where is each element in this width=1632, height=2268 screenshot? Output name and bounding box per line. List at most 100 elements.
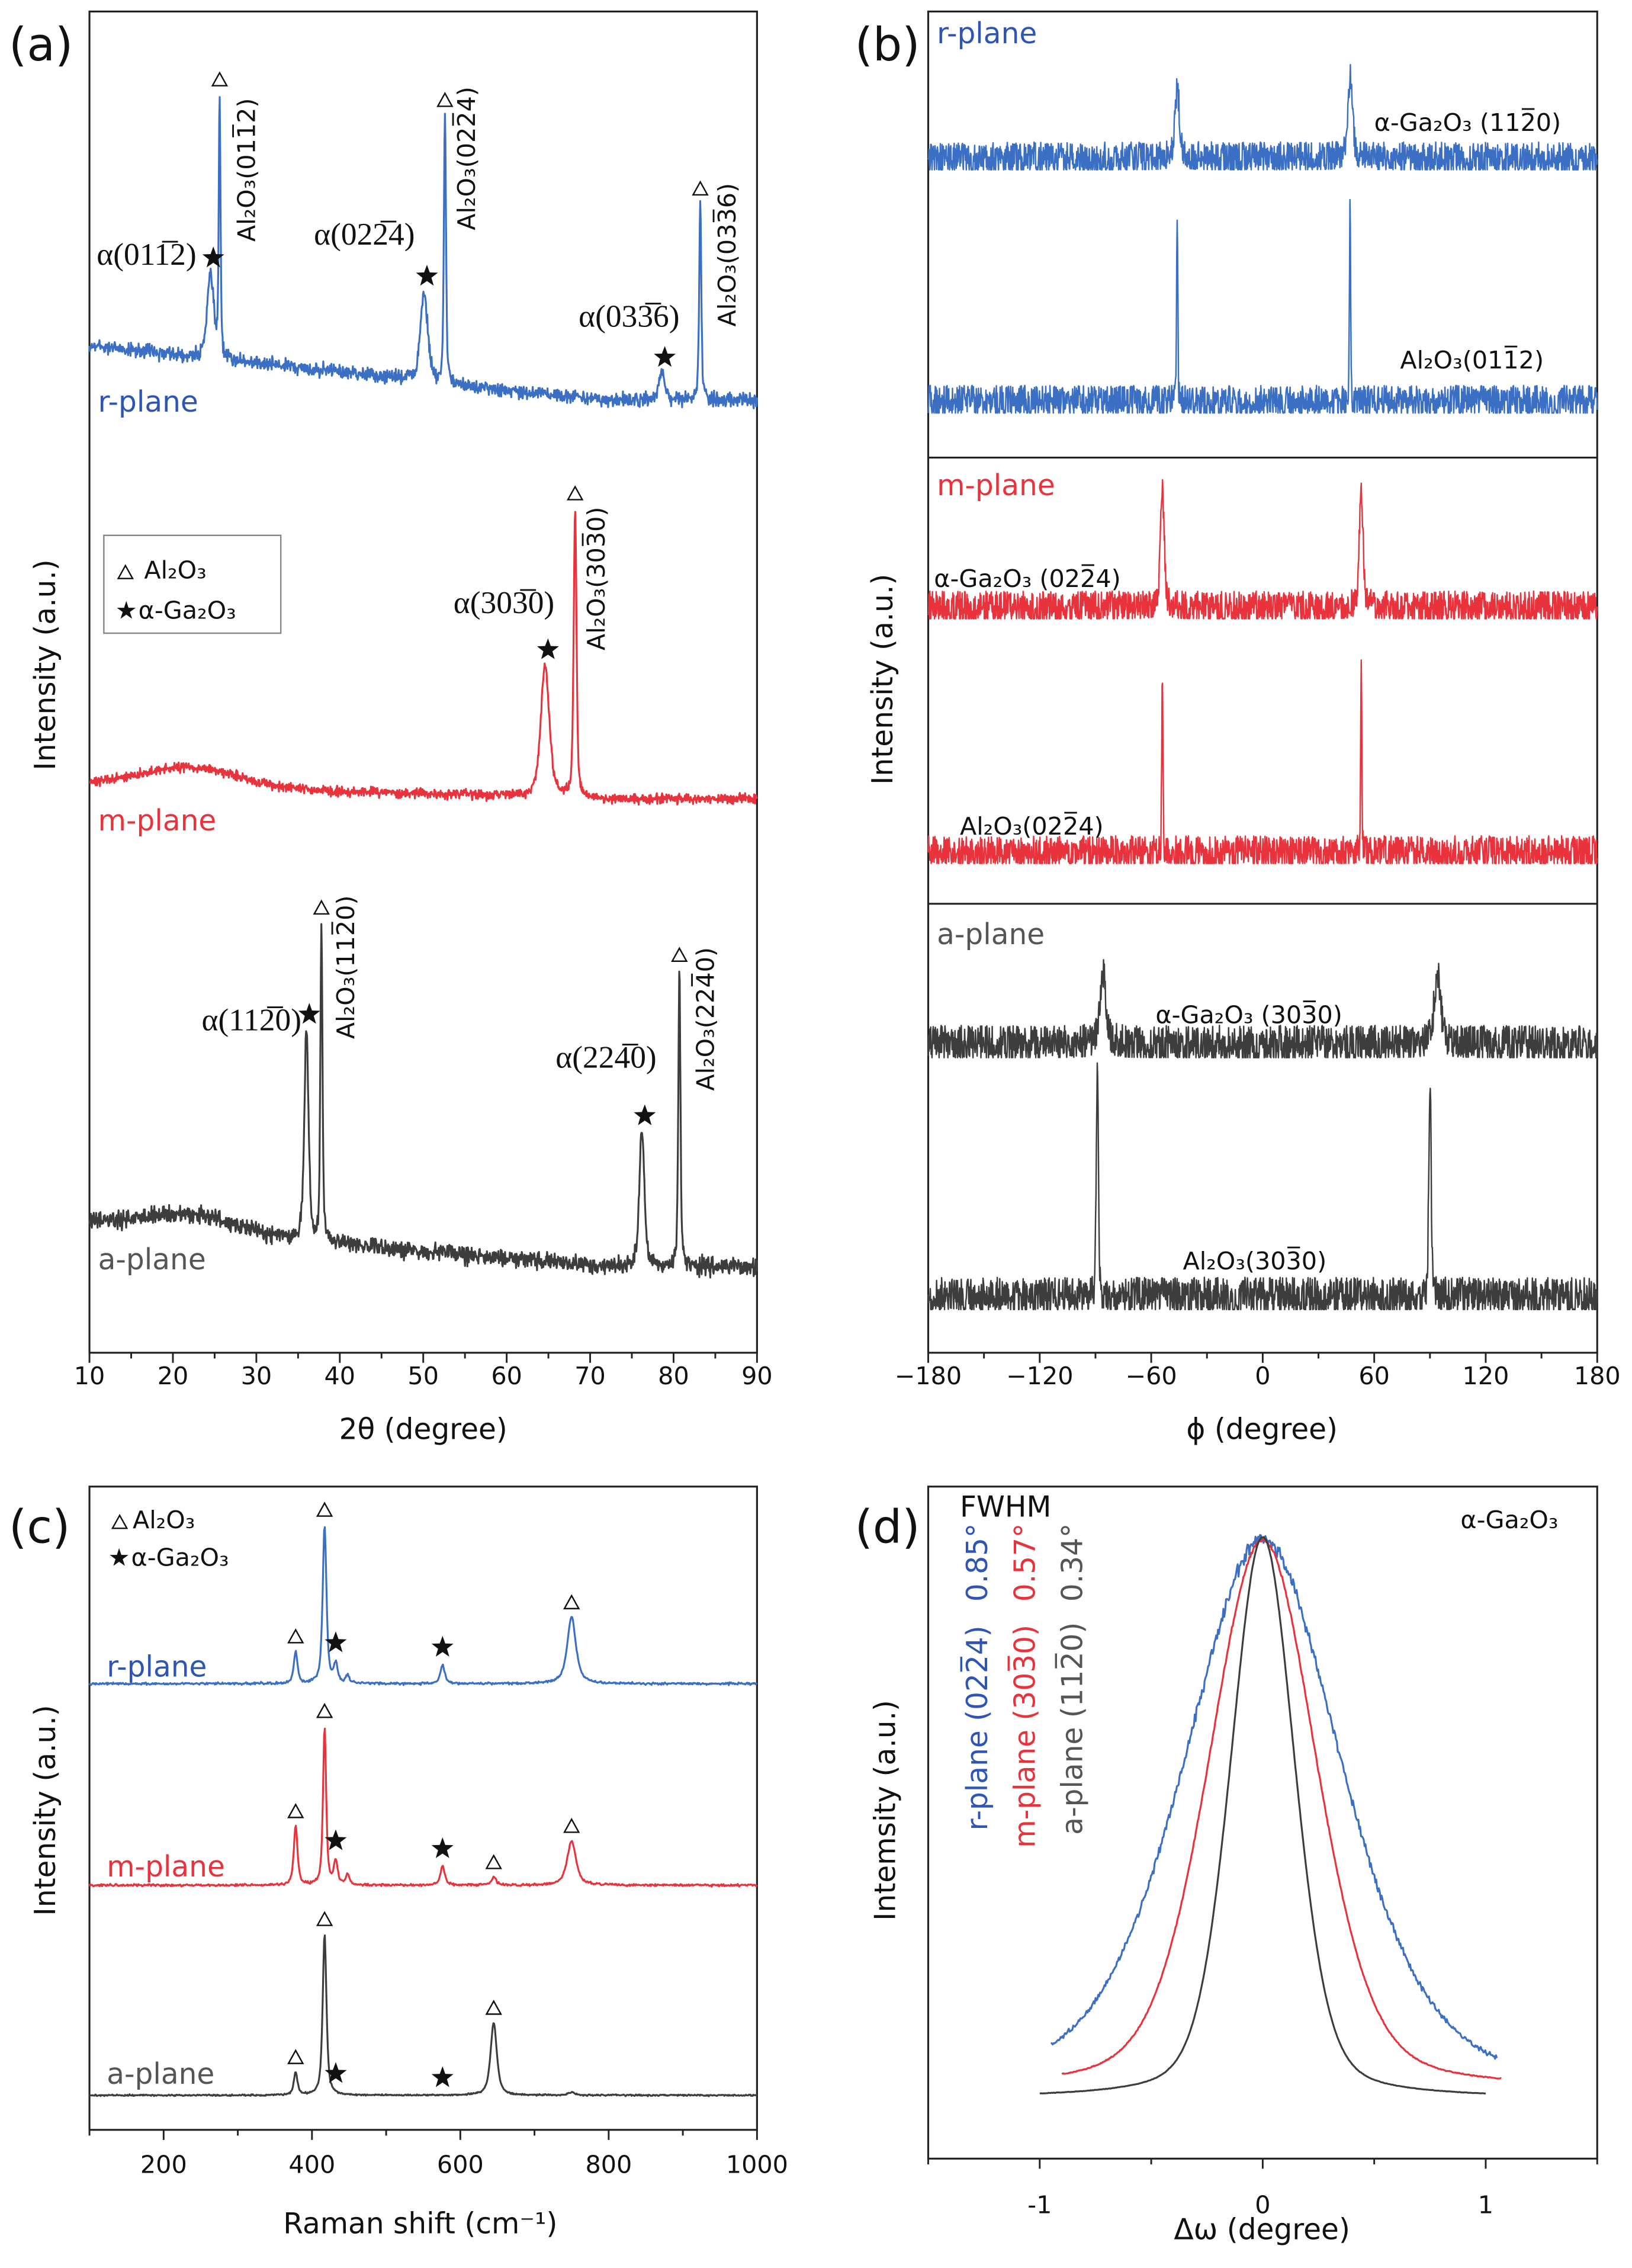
series-label-m-plane: m-plane xyxy=(98,804,217,838)
ga2o3-marker xyxy=(202,246,224,268)
legend-item-ga2o3: α-Ga₂O₃ xyxy=(131,1543,229,1571)
annotation: Al₂O₃(303̅0) xyxy=(1183,1246,1327,1275)
x-tick-label: 80 xyxy=(658,1362,689,1390)
series-label-a-plane: a-plane (112̅0) xyxy=(1055,1622,1090,1835)
x-tick-label: 180 xyxy=(1574,1362,1621,1390)
x-tick-label: −180 xyxy=(895,1362,962,1390)
x-tick-label: -1 xyxy=(1027,2191,1052,2219)
series-line xyxy=(89,511,758,806)
legend-item-al2o3: Al₂O₃ xyxy=(133,1506,195,1534)
series-line xyxy=(88,96,758,409)
annotation: Al₂O₃(303̅0) xyxy=(582,506,611,650)
y-axis-label: Intensity (a.u.) xyxy=(866,574,899,785)
series-label-r-plane: r-plane xyxy=(98,386,198,419)
al2o3-marker xyxy=(692,180,709,196)
x-tick-label: 800 xyxy=(585,2151,632,2179)
star-icon: ★ xyxy=(108,1543,130,1571)
ga2o3-marker xyxy=(325,2062,347,2083)
al2o3-marker xyxy=(287,2049,304,2064)
annotation: Al₂O₃(224̅0) xyxy=(691,947,720,1091)
series-label-r-plane: r-plane xyxy=(107,1650,207,1683)
annotation: α(224̅0) xyxy=(555,1040,656,1075)
fwhm-value-m-plane: 0.57° xyxy=(1008,1523,1042,1602)
annotation: α(022̅4) xyxy=(314,216,415,252)
annotation: Al₂O₃(022̅4) xyxy=(452,86,481,230)
ga2o3-marker xyxy=(431,2066,454,2087)
series-label-m-plane: m-plane xyxy=(937,469,1055,502)
x-tick-label: 90 xyxy=(741,1362,773,1390)
x-tick-label: 10 xyxy=(74,1362,105,1390)
annotation: Al₂O₃(033̅6) xyxy=(712,183,741,327)
x-tick-label: 70 xyxy=(574,1362,606,1390)
ga2o3-marker xyxy=(325,1631,347,1653)
triangle-icon xyxy=(111,1513,128,1529)
series-line xyxy=(927,959,1598,1058)
annotation: α(011̅2) xyxy=(97,236,196,272)
fwhm-value-r-plane: 0.85° xyxy=(961,1523,994,1602)
al2o3-marker xyxy=(287,1628,304,1644)
al2o3-marker xyxy=(316,1702,333,1718)
series-label-a-plane: a-plane xyxy=(98,1243,206,1276)
ga2o3-marker xyxy=(536,638,559,659)
series-line xyxy=(927,198,1598,414)
x-axis-label: 2θ (degree) xyxy=(339,1413,507,1446)
al2o3-marker xyxy=(313,899,330,915)
plot-frame xyxy=(88,1486,758,2131)
triangle-icon xyxy=(117,564,134,579)
series-line xyxy=(927,479,1598,620)
series-label-a-plane: a-plane xyxy=(107,2058,214,2091)
al2o3-marker xyxy=(436,92,454,107)
series-line xyxy=(88,1727,758,1888)
annotation: α-Ga₂O₃ (022̅4) xyxy=(934,564,1121,594)
legend-title: FWHM xyxy=(960,1491,1051,1524)
series-line xyxy=(88,1526,757,1686)
annotation: Al₂O₃(011̅2) xyxy=(232,98,261,242)
series-line xyxy=(1050,1534,1498,2060)
x-tick-label: 1 xyxy=(1478,2191,1493,2219)
al2o3-marker xyxy=(485,2000,502,2015)
plot-frame xyxy=(88,10,758,1354)
x-tick-label: 50 xyxy=(407,1362,439,1390)
legend-item-al2o3: Al₂O₃ xyxy=(144,556,206,585)
annotation: α(033̅6) xyxy=(579,299,679,334)
al2o3-marker xyxy=(211,71,229,86)
series-line xyxy=(89,1934,757,2097)
x-tick-label: 120 xyxy=(1463,1362,1509,1390)
series-label-m-plane: m-plane xyxy=(107,1850,225,1884)
ga2o3-marker xyxy=(431,1837,454,1859)
x-tick-label: 60 xyxy=(1358,1362,1390,1390)
legend-box xyxy=(103,534,282,634)
series-line xyxy=(927,659,1598,864)
x-tick-label: 0 xyxy=(1255,1362,1270,1390)
ga2o3-marker xyxy=(325,1829,347,1850)
ga2o3-marker xyxy=(298,1003,320,1024)
annotation: α(112̅0) xyxy=(202,1002,301,1038)
x-axis-label: ϕ (degree) xyxy=(1186,1413,1338,1446)
series-line xyxy=(1039,1536,1486,2095)
annotation: α-Ga₂O₃ (112̅0) xyxy=(1374,108,1561,137)
x-tick-label: 60 xyxy=(491,1362,522,1390)
x-tick-label: 20 xyxy=(158,1362,189,1390)
x-tick-label: −60 xyxy=(1126,1362,1177,1390)
annotation: α-Ga₂O₃ (303̅0) xyxy=(1155,1000,1342,1029)
series-label-a-plane: a-plane xyxy=(937,918,1045,951)
al2o3-marker xyxy=(563,1594,580,1609)
annotation: Al₂O₃(011̅2) xyxy=(1400,345,1544,374)
y-axis-label: Intensity (a.u.) xyxy=(29,559,62,770)
ga2o3-marker xyxy=(416,265,438,286)
al2o3-marker xyxy=(671,947,688,962)
ga2o3-marker xyxy=(634,1104,656,1125)
series-line xyxy=(88,923,758,1279)
star-icon: ★ xyxy=(115,596,137,625)
fwhm-value-a-plane: 0.34° xyxy=(1056,1523,1089,1602)
series-label-r-plane: r-plane xyxy=(937,17,1037,50)
y-axis-label: Intemsity (a.u.) xyxy=(869,1700,902,1921)
material-label: α-Ga₂O₃ xyxy=(1460,1506,1558,1534)
x-tick-label: −120 xyxy=(1006,1362,1073,1390)
annotation: Al₂O₃(022̅4) xyxy=(960,812,1104,841)
ga2o3-marker xyxy=(654,346,676,367)
al2o3-marker xyxy=(563,1817,580,1833)
ga2o3-marker xyxy=(431,1635,454,1657)
series-line xyxy=(1061,1537,1502,2080)
